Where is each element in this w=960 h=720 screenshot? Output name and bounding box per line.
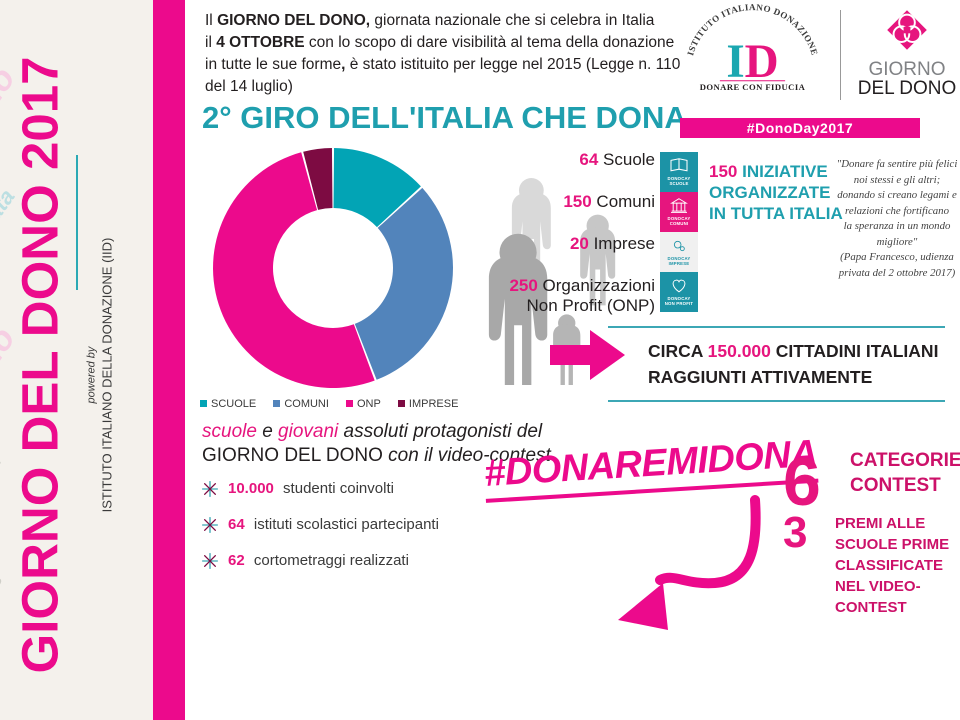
svg-text:DONARE CON FIDUCIA: DONARE CON FIDUCIA bbox=[700, 82, 806, 92]
